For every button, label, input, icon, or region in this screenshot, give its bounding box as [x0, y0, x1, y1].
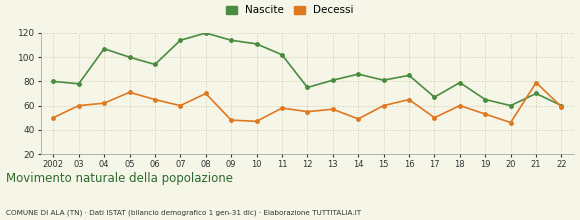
- Nascite: [202, 32, 209, 34]
- Nascite: [228, 39, 235, 42]
- Line: Decessi: Decessi: [52, 81, 563, 124]
- Decessi: [278, 107, 285, 109]
- Decessi: [101, 102, 108, 104]
- Nascite: [456, 81, 463, 84]
- Decessi: [507, 121, 514, 124]
- Decessi: [405, 98, 412, 101]
- Decessi: [126, 91, 133, 94]
- Decessi: [456, 104, 463, 107]
- Decessi: [75, 104, 82, 107]
- Nascite: [329, 79, 336, 81]
- Nascite: [482, 98, 489, 101]
- Decessi: [177, 104, 184, 107]
- Nascite: [278, 53, 285, 56]
- Decessi: [380, 104, 387, 107]
- Nascite: [405, 74, 412, 77]
- Decessi: [482, 113, 489, 115]
- Decessi: [304, 110, 311, 113]
- Decessi: [151, 98, 158, 101]
- Text: COMUNE DI ALA (TN) · Dati ISTAT (bilancio demografico 1 gen-31 dic) · Elaborazio: COMUNE DI ALA (TN) · Dati ISTAT (bilanci…: [6, 209, 361, 216]
- Decessi: [228, 119, 235, 121]
- Text: Movimento naturale della popolazione: Movimento naturale della popolazione: [6, 172, 233, 185]
- Nascite: [151, 63, 158, 66]
- Nascite: [126, 56, 133, 59]
- Nascite: [431, 96, 438, 98]
- Decessi: [532, 81, 539, 84]
- Nascite: [558, 104, 565, 107]
- Nascite: [101, 47, 108, 50]
- Line: Nascite: Nascite: [52, 31, 563, 107]
- Nascite: [380, 79, 387, 81]
- Nascite: [532, 92, 539, 95]
- Decessi: [355, 117, 362, 120]
- Decessi: [202, 92, 209, 95]
- Nascite: [304, 86, 311, 89]
- Nascite: [507, 104, 514, 107]
- Decessi: [329, 108, 336, 110]
- Legend: Nascite, Decessi: Nascite, Decessi: [226, 5, 354, 15]
- Nascite: [177, 39, 184, 42]
- Nascite: [75, 82, 82, 85]
- Decessi: [431, 116, 438, 119]
- Decessi: [558, 105, 565, 108]
- Decessi: [50, 116, 57, 119]
- Decessi: [253, 120, 260, 123]
- Nascite: [253, 42, 260, 45]
- Nascite: [355, 73, 362, 75]
- Nascite: [50, 80, 57, 83]
